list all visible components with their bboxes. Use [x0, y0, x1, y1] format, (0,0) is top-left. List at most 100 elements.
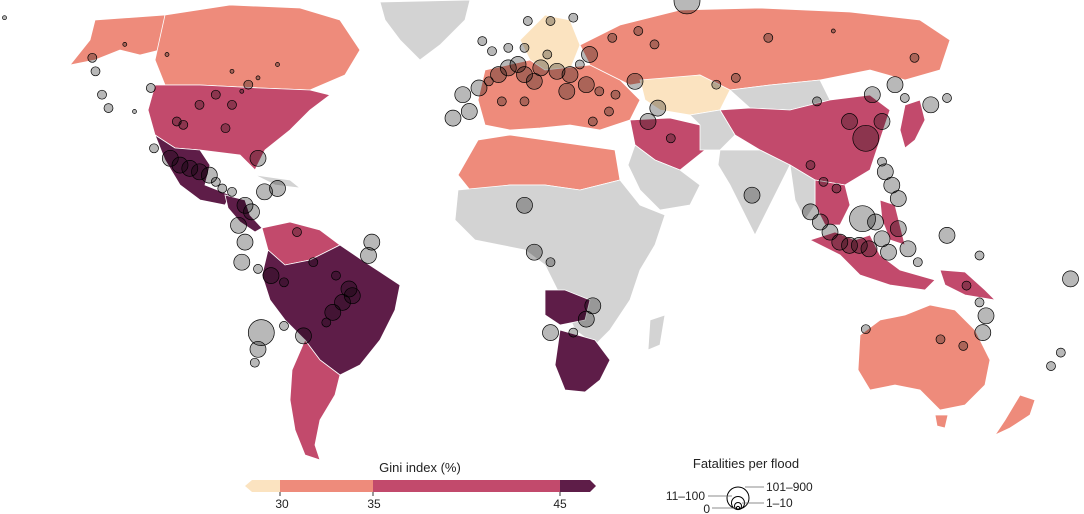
flood-bubble	[805, 160, 816, 170]
flood-bubble	[164, 52, 170, 57]
flood-bubble	[210, 89, 221, 100]
flood-bubble	[519, 42, 530, 53]
region-russia	[579, 7, 951, 91]
region-caribbean	[254, 174, 302, 189]
flood-bubble	[87, 52, 98, 63]
flood-bubble	[525, 72, 543, 90]
flood-bubble	[899, 240, 917, 258]
flood-bubble	[2, 15, 7, 21]
flood-bubble	[877, 156, 887, 167]
land-layer	[69, 0, 1036, 461]
flood-bubble	[912, 257, 923, 268]
gini-tick-label-45: 45	[553, 497, 567, 511]
flood-bubble	[649, 99, 667, 117]
flood-bubble	[831, 233, 849, 251]
flood-bubble	[830, 28, 836, 34]
flood-bubble	[587, 116, 598, 127]
region-tasmania	[934, 414, 949, 429]
flood-bubble	[626, 72, 644, 90]
flood-bubble	[860, 240, 878, 258]
flood-bubble	[236, 196, 254, 214]
flood-bubble	[577, 310, 595, 328]
flood-bubble	[568, 327, 579, 338]
flood-bubble	[243, 203, 260, 221]
flood-bubble	[477, 36, 488, 46]
flood-bubble	[594, 86, 605, 97]
flood-bubble	[922, 96, 940, 114]
flood-bubble	[90, 66, 101, 77]
flood-bubble	[499, 59, 517, 77]
flood-bubble	[227, 186, 237, 197]
flood-bubble	[604, 106, 614, 117]
flood-bubble	[938, 227, 956, 244]
flood-bubble	[974, 250, 985, 261]
flood-bubble	[256, 183, 273, 201]
flood-bubble	[831, 183, 842, 194]
flood-bubble	[236, 233, 254, 251]
flood-bubble	[852, 124, 880, 152]
flood-bubble	[229, 68, 235, 74]
flood-bubble	[279, 277, 289, 288]
region-brazil	[261, 244, 401, 376]
flood-bubble	[181, 160, 199, 177]
flood-bubble	[763, 32, 774, 43]
flood-bubble	[308, 257, 319, 268]
flood-bubble	[360, 247, 377, 264]
flood-bubble	[818, 176, 829, 187]
flood-bubble	[889, 190, 907, 207]
flood-bubble	[269, 180, 286, 197]
region-europe	[477, 59, 641, 131]
flood-bubble	[1062, 270, 1079, 288]
flood-bubble	[860, 324, 871, 335]
region-mexico	[154, 133, 231, 206]
flood-bubble	[249, 340, 267, 358]
flood-bubble	[490, 66, 507, 83]
region-new-guinea	[939, 269, 997, 301]
region-indochina	[789, 164, 816, 221]
region-africa	[454, 179, 666, 346]
flood-bubble	[548, 62, 566, 80]
flood-bubble	[909, 52, 920, 63]
size-circle-0	[735, 505, 741, 511]
gini-legend: Gini index (%) 30 35 45	[245, 460, 596, 511]
gini-swatch-lt30	[245, 480, 280, 492]
flood-bubble	[711, 79, 722, 90]
flood-bubble	[103, 103, 114, 113]
flood-bubble	[292, 227, 302, 237]
region-southern-africa	[554, 329, 611, 393]
flood-bubble	[665, 133, 676, 144]
flood-bubble	[522, 16, 533, 26]
flood-bubble	[849, 205, 876, 233]
flood-bubble	[977, 307, 995, 325]
flood-bubble	[249, 357, 260, 368]
flood-bubble	[230, 216, 247, 234]
flood-bubble	[935, 334, 946, 345]
region-australia	[857, 304, 991, 411]
flood-bubble	[161, 149, 179, 167]
size-circle-101-900	[726, 486, 750, 510]
fatalities-legend-title: Fatalities per flood	[693, 456, 799, 471]
flood-bubble	[295, 327, 312, 345]
region-canada	[154, 4, 361, 91]
flood-bubble	[863, 86, 881, 104]
flood-bubble	[496, 96, 507, 107]
size-label-11-100: 11–100	[666, 489, 705, 503]
gini-tick-label-30: 30	[275, 497, 289, 511]
flood-bubble	[899, 93, 910, 103]
flood-bubble	[178, 119, 189, 130]
flood-bubble	[545, 257, 556, 268]
flood-bubble	[171, 156, 189, 174]
flood-bubble	[262, 267, 280, 284]
flood-bubble	[191, 163, 208, 181]
gini-swatch-gt45	[560, 480, 596, 492]
gini-swatch-35-45	[373, 480, 560, 492]
flood-bubble	[194, 99, 205, 110]
flood-bubble	[886, 76, 904, 94]
flood-bubble	[743, 186, 761, 204]
flood-bubble	[561, 66, 579, 83]
flood-bubble	[217, 183, 228, 194]
flood-bubble	[503, 42, 514, 53]
flood-bubble	[1055, 347, 1066, 358]
flood-bubble	[454, 86, 472, 104]
